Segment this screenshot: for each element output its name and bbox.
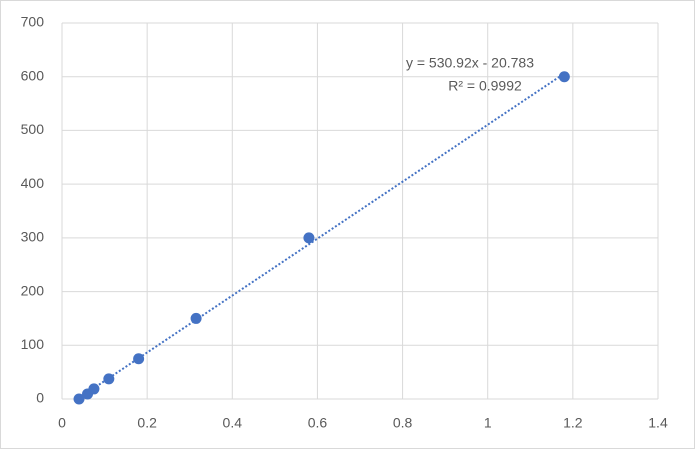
plot: 0 100 200 300 400 500 600 700 0 0.2 0.4 0.6 0.8 1 1.2 1…	[21, 14, 668, 431]
y-tick-label: 300	[21, 229, 45, 245]
trendline-equation: y = 530.92x - 20.783	[406, 55, 534, 71]
x-tick-label: 1	[484, 415, 492, 431]
x-tick-label: 0.4	[223, 415, 243, 431]
x-tick-label: 0.6	[308, 415, 328, 431]
y-tick-label: 600	[21, 67, 45, 83]
y-tick-label: 400	[21, 175, 45, 191]
y-tick-label: 200	[21, 282, 45, 298]
x-tick-label: 1.2	[563, 415, 583, 431]
point	[558, 71, 570, 83]
x-tick-label: 0.8	[393, 415, 413, 431]
trendline	[78, 72, 565, 399]
y-tick-label: 0	[36, 390, 44, 406]
y-tick-label: 700	[21, 14, 45, 30]
point	[303, 232, 315, 244]
x-tick-label: 1.4	[648, 415, 668, 431]
point	[190, 312, 202, 324]
x-tick-label: 0	[58, 415, 66, 431]
y-tick-label: 500	[21, 121, 45, 137]
trendline-r2: R² = 0.9992	[448, 78, 522, 94]
point	[88, 383, 100, 395]
y-tick-label: 100	[21, 336, 45, 352]
x-tick-label: 0.2	[137, 415, 157, 431]
point	[103, 373, 115, 385]
point	[133, 353, 145, 365]
point	[73, 393, 85, 405]
